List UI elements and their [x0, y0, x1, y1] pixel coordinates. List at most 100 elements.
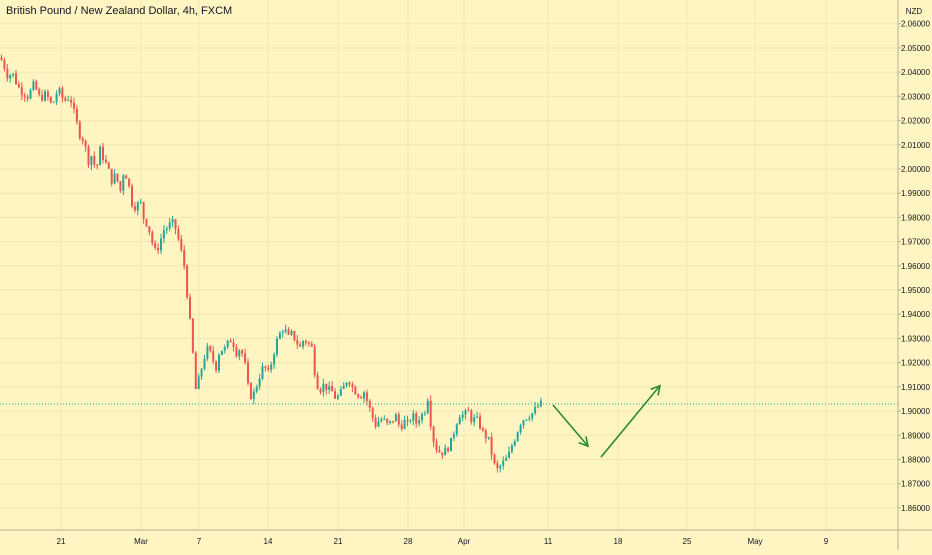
- candle-body: [481, 428, 484, 431]
- candle-body: [409, 420, 412, 422]
- candle-body: [374, 417, 377, 427]
- candle-body: [336, 395, 339, 399]
- candle-body: [505, 457, 508, 461]
- candle-body: [238, 350, 241, 357]
- candle-body: [0, 57, 3, 61]
- candle-body: [348, 382, 351, 385]
- y-tick-label: 1.93000: [901, 334, 930, 343]
- y-tick-label: 1.97000: [901, 238, 930, 247]
- candle-body: [9, 75, 12, 79]
- candle-body: [104, 159, 107, 163]
- candle-body: [241, 350, 244, 354]
- candle-body: [215, 361, 218, 371]
- currency-label: NZD: [906, 7, 923, 16]
- candle-body: [12, 73, 15, 76]
- candle-body: [531, 413, 534, 419]
- candle-body: [81, 138, 84, 141]
- candle-body: [122, 175, 125, 191]
- y-tick-label: 1.96000: [901, 262, 930, 271]
- candle-body: [87, 146, 90, 165]
- candle-body: [90, 156, 93, 165]
- candle-body: [128, 178, 131, 187]
- chart-title: British Pound / New Zealand Dollar, 4h, …: [6, 5, 233, 17]
- candle-body: [136, 202, 139, 211]
- candle-body: [270, 364, 273, 370]
- candle-body: [131, 186, 133, 207]
- candle-body: [64, 98, 67, 101]
- candle-body: [302, 340, 305, 347]
- candle-body: [145, 219, 148, 227]
- candle-body: [476, 416, 479, 418]
- candle-body: [194, 352, 197, 390]
- candle-body: [255, 386, 258, 392]
- candle-body: [96, 164, 99, 166]
- candle-body: [331, 385, 334, 392]
- candle-body: [339, 388, 342, 396]
- candle-body: [296, 340, 299, 345]
- y-tick-label: 1.90000: [901, 407, 930, 416]
- candle-body: [461, 414, 464, 418]
- candle-body: [189, 297, 191, 319]
- candle-body: [360, 397, 363, 399]
- candle-body: [171, 219, 174, 223]
- candle-body: [75, 108, 78, 122]
- candle-body: [365, 392, 368, 401]
- candle-body: [537, 406, 539, 408]
- candle-body: [78, 121, 81, 139]
- candle-body: [49, 96, 52, 103]
- candle-body: [467, 410, 470, 412]
- y-tick-label: 2.01000: [901, 141, 930, 150]
- y-tick-label: 1.91000: [901, 383, 930, 392]
- candle-body: [32, 81, 35, 90]
- candle-body: [212, 350, 215, 362]
- candle-body: [61, 88, 64, 99]
- candle-body: [113, 173, 116, 184]
- y-tick-label: 2.05000: [901, 44, 930, 53]
- x-tick-label: 21: [57, 537, 66, 546]
- candle-body: [345, 382, 348, 386]
- candle-body: [223, 347, 226, 351]
- candle-body: [490, 436, 493, 455]
- x-tick-label: Mar: [134, 537, 148, 546]
- candle-body: [508, 451, 510, 458]
- candle-body: [305, 340, 307, 343]
- candle-body: [313, 346, 316, 376]
- candle-body: [26, 96, 29, 99]
- y-tick-label: 1.88000: [901, 455, 930, 464]
- candle-body: [218, 355, 220, 371]
- y-tick-label: 1.87000: [901, 480, 930, 489]
- candle-body: [235, 346, 238, 357]
- candle-body: [157, 247, 160, 251]
- candle-body: [539, 400, 542, 407]
- candle-body: [70, 99, 73, 103]
- candle-body: [397, 414, 400, 425]
- candle-body: [110, 168, 113, 184]
- candle-body: [232, 342, 235, 347]
- candle-body: [418, 420, 421, 424]
- candle-body: [392, 420, 394, 422]
- candle-body: [119, 181, 122, 191]
- y-tick-label: 1.99000: [901, 189, 930, 198]
- candle-body: [244, 353, 247, 363]
- candle-body: [510, 445, 513, 452]
- candle-body: [3, 60, 6, 69]
- candle-body: [183, 249, 186, 266]
- candle-body: [58, 88, 61, 94]
- candle-body: [281, 331, 284, 333]
- candle-body: [20, 87, 23, 95]
- candle-body: [229, 340, 232, 343]
- candle-body: [429, 400, 432, 427]
- candle-body: [133, 206, 136, 211]
- candle-body: [287, 329, 290, 335]
- candle-body: [426, 400, 429, 414]
- candle-body: [325, 383, 328, 390]
- candle-body: [412, 413, 415, 421]
- candle-body: [284, 329, 287, 332]
- projection-arrow-head: [578, 436, 590, 448]
- candle-body: [73, 102, 75, 109]
- candle-body: [322, 383, 325, 393]
- candle-body: [276, 338, 278, 355]
